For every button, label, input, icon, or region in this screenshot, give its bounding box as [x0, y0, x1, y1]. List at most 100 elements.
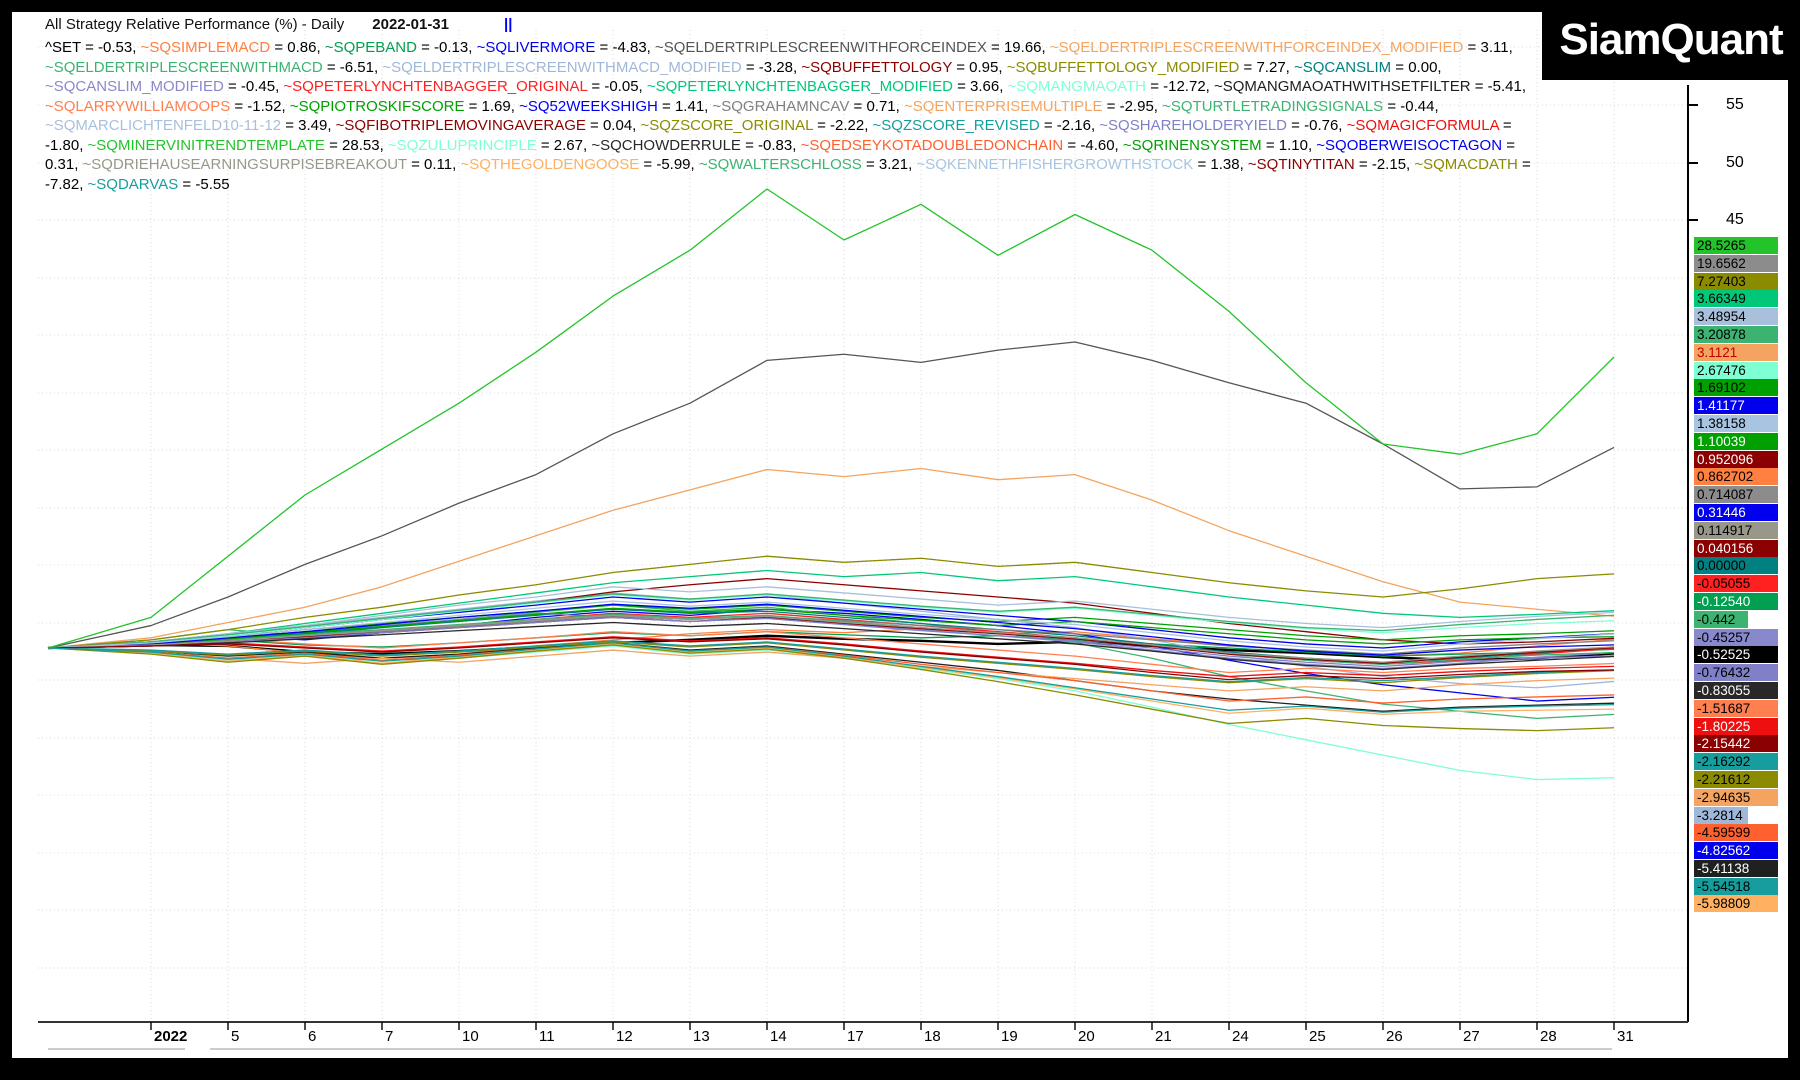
series-line [47, 642, 1615, 713]
siamquant-logo: SiamQuant [1542, 0, 1800, 80]
series-line [47, 641, 1615, 684]
legend-item: ~SQCANSLIM_MODIFIED = -0.45, [45, 78, 284, 95]
legend-strategy-name: ~SQZULUPRINCIPLE [387, 136, 537, 154]
legend-strategy-name: ~SQTURTLETRADINGSIGNALS [1162, 97, 1384, 115]
legend-strategy-name: ~SQRINENSYSTEM [1122, 136, 1262, 154]
strategy-value-label: 0.114917 [1694, 521, 1778, 539]
series-line [47, 616, 1615, 664]
x-axis-label: 19 [1001, 1028, 1018, 1045]
legend-strategy-name: ~SQENTERPRISEMULTIPLE [903, 97, 1103, 115]
x-axis-label: 7 [385, 1028, 394, 1045]
x-axis-label: 14 [770, 1028, 787, 1045]
strategy-value-label: -0.45257 [1694, 628, 1778, 646]
legend-item: ~SQPEBAND = -0.13, [324, 39, 477, 56]
legend-strategy-name: ~SQLARRYWILLIAMOOPS [45, 97, 231, 115]
series-line [47, 569, 1615, 649]
legend-item: ~SQKENNETHFISHERGROWTHSTOCK = 1.38, [916, 156, 1248, 173]
legend-strategy-name: ~SQBUFFETTOLOGY [801, 58, 953, 76]
legend-strategy-name: ~SQCHOWDERRULE [591, 136, 741, 154]
legend-item: ^SET = -0.53, [45, 39, 141, 56]
x-axis-label: 25 [1309, 1028, 1326, 1045]
legend-strategy-name: ~SQFIBOTRIPLEMOVINGAVERAGE [335, 117, 586, 134]
legend-item: ~SQRINENSYSTEM = 1.10, [1122, 136, 1317, 154]
strategy-value-label: -2.21612 [1694, 770, 1778, 788]
legend-item: ~SQZULUPRINCIPLE = 2.67, [387, 136, 592, 154]
strategy-value-label: 1.10039 [1694, 432, 1778, 450]
legend-item: ~SQMAGICFORMULA = -1.80, [45, 117, 1512, 154]
x-axis-label: 11 [539, 1028, 555, 1045]
series-line [47, 636, 1615, 678]
legend-item: ~SQMACDATH = -7.82, [45, 156, 1531, 193]
chart-date: 2022-01-31 [372, 16, 449, 33]
strategy-value-label: 7.27403 [1694, 272, 1778, 290]
legend-item: ~SQMARCLICHTENFELD10-11-12 = 3.49, [45, 117, 336, 134]
x-axis-label: 18 [924, 1028, 941, 1045]
x-axis-label: 31 [1617, 1028, 1634, 1045]
legend-strategy-name: ^SET [45, 39, 81, 56]
legend-item: ~SQTURTLETRADINGSIGNALS = -0.44, [1162, 97, 1439, 115]
legend-item: ~SQGRAHAMNCAV = 0.71, [712, 97, 904, 115]
legend-strategy-name: ~SQELDERTRIPLESCREENWITHMACD [45, 58, 323, 76]
series-line [47, 614, 1615, 663]
strategy-value-label: 19.6562 [1694, 254, 1778, 272]
x-axis-label: 2022 [154, 1028, 188, 1045]
strategy-value-label: -4.59599 [1694, 824, 1778, 842]
legend-strategy-name: ~SQELDERTRIPLESCREENWITHFORCEINDEX_MODIF… [1049, 39, 1464, 56]
series-line [47, 643, 1615, 715]
legend-strategy-name: ~SQPEBAND [324, 39, 417, 56]
series-line [47, 640, 1615, 683]
strategy-value-label: -4.82562 [1694, 842, 1778, 860]
legend-item: ~SQZSCORE_REVISED = -2.16, [872, 117, 1100, 134]
strategy-value-label: 3.1121 [1694, 343, 1778, 361]
strategy-value-label: 3.48954 [1694, 308, 1778, 326]
series-line [47, 642, 1615, 712]
legend-item: ~SQTINYTITAN = -2.15, [1247, 156, 1415, 173]
legend-item: ~SQOBERWEISOCTAGON = 0.31, [45, 136, 1515, 174]
series-line [47, 467, 1615, 649]
strategy-value-label: -0.52525 [1694, 646, 1778, 664]
legend-strategy-name: ~SQDRIEHAUSEARNINGSURPISEBREAKOUT [82, 156, 407, 173]
series-line [47, 613, 1615, 665]
legend-strategy-name: ~SQTHEGOLDENGOOSE [460, 156, 640, 173]
legend-text: ^SET = -0.53, ~SQSIMPLEMACD = 0.86, ~SQP… [45, 38, 1535, 194]
strategy-value-label: 0.862702 [1694, 468, 1778, 486]
legend-item: ~SQCHOWDERRULE = -0.83, [591, 136, 801, 154]
x-axis-label: 20 [1078, 1028, 1095, 1045]
strategy-value-label: 28.5265 [1694, 237, 1778, 254]
series-line [47, 594, 1615, 649]
strategy-value-label: 1.69102 [1694, 379, 1778, 397]
chart-background [12, 12, 1788, 1058]
strategy-value-label: -0.12540 [1694, 592, 1778, 610]
legend-strategy-name: ~SQELDERTRIPLESCREENWITHMACD_MODIFIED [382, 58, 742, 76]
x-axis-label: 5 [231, 1028, 240, 1045]
cursor-marker-icon: || [504, 16, 513, 33]
series-line [47, 603, 1615, 656]
strategy-value-label: 0.00000 [1694, 557, 1778, 575]
series-line [47, 600, 1615, 652]
legend-strategy-name: ~SQLIVERMORE [476, 39, 596, 56]
y-axis-label: 50 [1726, 154, 1744, 171]
series-line [47, 188, 1615, 649]
legend-strategy-name: ~SQPETERLYNCHTENBAGGER_ORIGINAL [283, 78, 588, 95]
series-line [47, 607, 1615, 649]
y-axis-label: 45 [1726, 211, 1744, 228]
legend-item: ~SQSHAREHOLDERYIELD = -0.76, [1099, 117, 1347, 134]
strategy-value-label: -2.15442 [1694, 735, 1778, 753]
x-axis-label: 17 [847, 1028, 864, 1045]
siamquant-logo-text: SiamQuant [1559, 15, 1783, 64]
series-line [47, 631, 1615, 674]
legend-strategy-name: ~SQEDSEYKOTADOUBLEDONCHAIN [800, 136, 1064, 154]
legend-item: ~SQDARVAS = -5.55 [87, 175, 230, 193]
strategy-value-label: -0.442 [1694, 610, 1748, 628]
legend-item: ~SQBUFFETTOLOGY_MODIFIED = 7.27, [1006, 58, 1294, 76]
legend-strategy-name: ~SQCANSLIM [1294, 58, 1392, 76]
legend-strategy-name: ~SQMANGMAOATHWITHSETFILTER [1214, 78, 1471, 95]
legend-strategy-name: ~SQMANGMAOATH [1007, 78, 1147, 95]
legend-item: ~SQEDSEYKOTADOUBLEDONCHAIN = -4.60, [800, 136, 1123, 154]
legend-item: ~SQDRIEHAUSEARNINGSURPISEBREAKOUT = 0.11… [82, 156, 461, 173]
strategy-value-label: -2.94635 [1694, 788, 1778, 806]
legend-strategy-name: ~SQELDERTRIPLESCREENWITHFORCEINDEX [655, 39, 987, 56]
legend-strategy-name: ~SQOBERWEISOCTAGON [1316, 136, 1503, 154]
